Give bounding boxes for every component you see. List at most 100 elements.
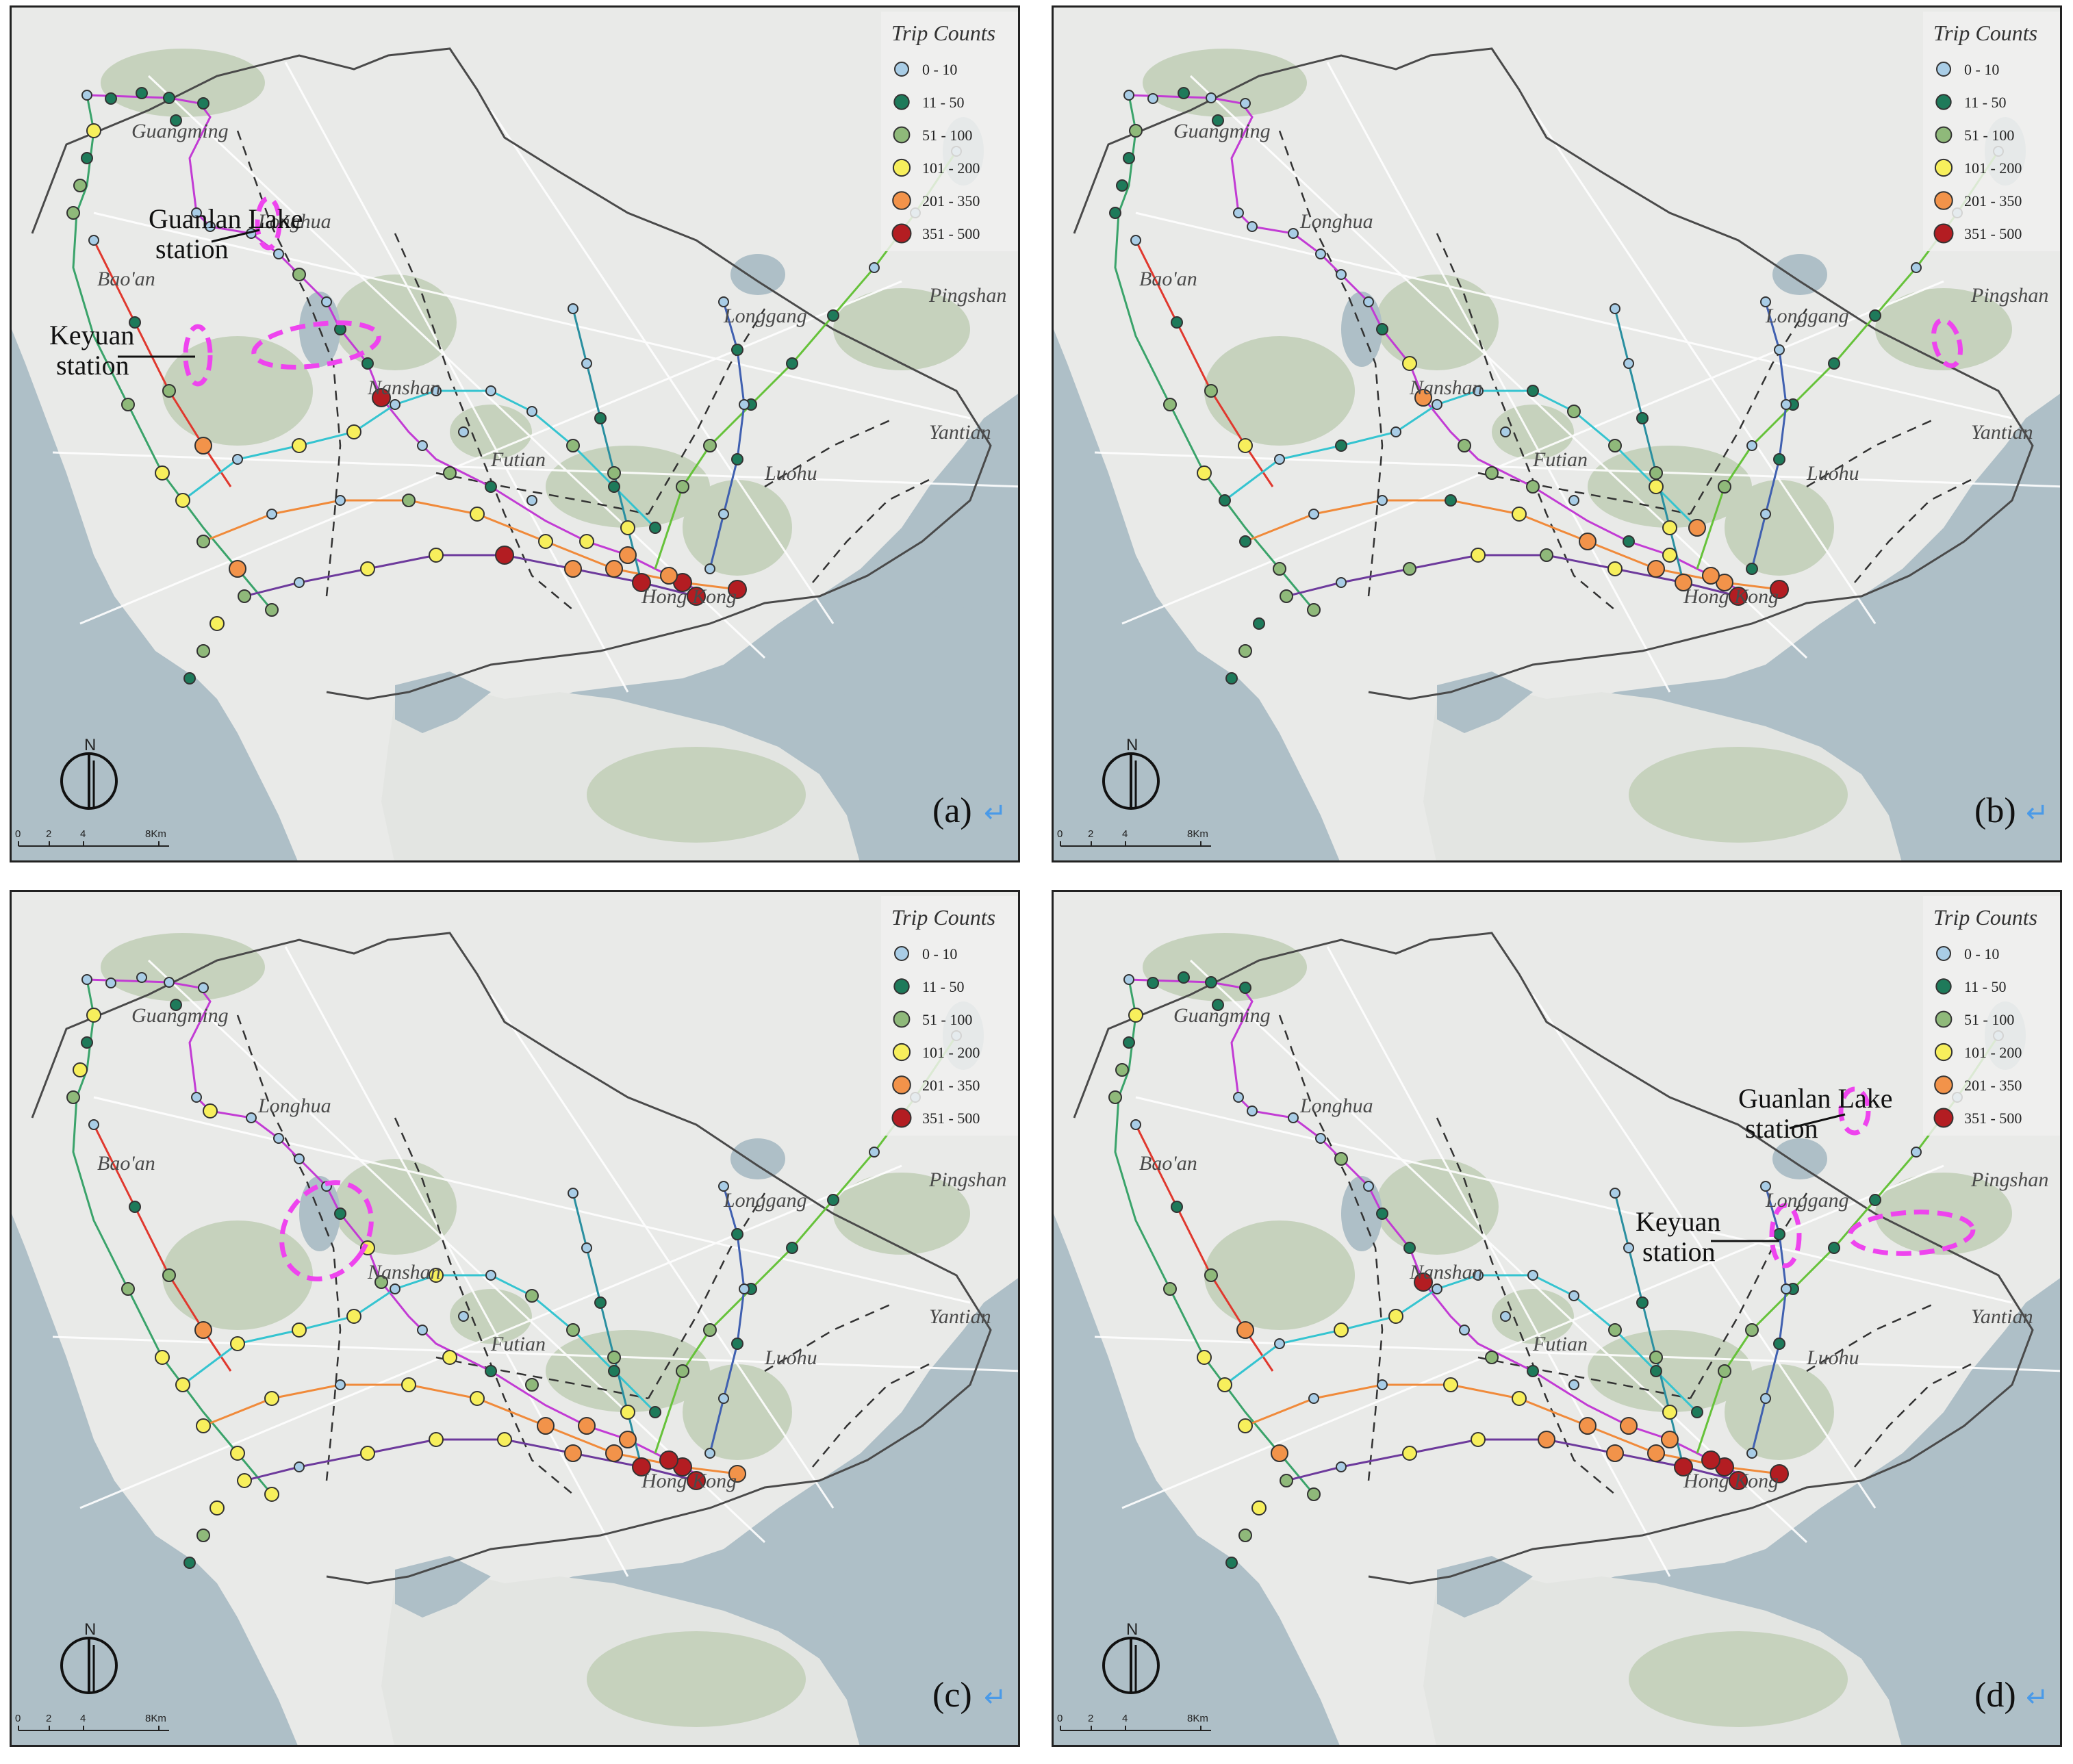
metro-station [1526,480,1540,494]
metro-station [1178,87,1190,99]
metro-station [292,268,306,281]
metro-station [632,1457,651,1477]
callout-leader-line [1789,1113,1846,1129]
bay-water [1437,672,1533,733]
metro-station [1217,1377,1232,1392]
metro-station [1271,1444,1288,1462]
district-label: Guangming [1173,1004,1271,1027]
metro-station [649,1406,661,1418]
metro-station [360,1446,375,1461]
green-area [162,1220,313,1330]
metro-station [1308,509,1319,520]
metro-station [443,466,457,480]
metro-station [605,1444,623,1462]
metro-station [1607,561,1623,576]
bay-water [1875,1481,2060,1745]
metro-station [1238,1418,1253,1433]
legend-label: 351 - 500 [1964,225,2022,242]
stations-layer [1109,87,2004,685]
metro-station [660,567,678,585]
map-svg: Guangming Longhua Bao'an Longgang Pingsh… [12,892,1018,1745]
legend-items: 0 - 10 11 - 50 51 - 100 101 - 200 201 - 350 3… [891,945,980,1128]
metro-station [495,546,514,565]
metro-station [1204,384,1218,398]
green-area [1143,49,1307,117]
district-boundaries [1278,130,1972,611]
metro-station [1129,124,1143,138]
metro-station [429,1268,444,1283]
metro-station [1239,535,1251,548]
metro-station [1219,494,1231,507]
metro-station [1623,358,1634,369]
metro-station [1608,439,1622,452]
metro-station [1746,1448,1757,1459]
metro-station [266,509,277,520]
legend-swatch [892,158,911,177]
map-panel-a: Guangming Longhua Bao'an Longgang Pingsh… [10,5,1020,862]
metro-station [401,1377,416,1392]
district-boundaries [236,1014,930,1495]
metro-station [1123,152,1135,164]
metro-station [1130,235,1141,246]
map-svg: Guangming Longhua Bao'an Longgang Pingsh… [1054,8,2060,860]
metro-station [294,577,305,588]
legend-label: 51 - 100 [922,127,972,144]
metro-station [1623,535,1635,548]
callout-station-name: Guanlan Lake [149,203,303,234]
metro-station [1471,1432,1486,1447]
metro-station [566,1323,580,1337]
metro-station [581,1242,592,1253]
scale-tick-label: 4 [80,828,86,840]
line-purple [1286,1438,1739,1482]
metro-station [718,509,729,520]
legend-swatch [891,1108,912,1128]
metro-station [1568,1379,1579,1390]
metro-station [1781,1283,1792,1294]
metro-station [526,406,537,417]
legend-swatch [1934,1043,1953,1062]
north-arrow: N [60,1620,118,1694]
metro-station [786,357,798,370]
green-area [101,933,265,1001]
district-label: Bao'an [1139,268,1197,290]
metro-station [1691,1406,1703,1418]
metro-station [194,437,212,455]
metro-station [335,495,346,506]
metro-station [81,152,93,164]
metro-station [485,385,496,396]
legend-label: 11 - 50 [922,978,965,995]
scale-tick-label: 0 [1057,828,1063,840]
metro-station [1773,1228,1785,1240]
district-label: Longhua [257,210,331,233]
metro-station [1280,1474,1293,1487]
metro-station [619,546,637,564]
metro-station [155,465,170,481]
metro-station [361,357,374,370]
callout-station-name: Keyuan [49,320,134,350]
green-area [1629,747,1848,843]
metro-station [264,1487,279,1502]
metro-station [360,561,375,576]
bay-water [395,672,491,733]
metro-station [1253,617,1265,630]
line-west [1114,94,1315,611]
metro-station [105,977,116,988]
panel-label: (d) [1974,1676,2016,1715]
city-boundary [31,932,992,1585]
metro-station [230,1446,245,1461]
metro-station [1770,580,1789,599]
metro-station [1610,303,1620,314]
district-label: Nanshan [1409,1261,1483,1283]
panel-label-group: (c) ↵ [932,1676,1007,1715]
legend-swatch [894,946,909,961]
metro-station [703,1323,717,1337]
metro-station [66,206,80,220]
metro-station [196,1418,211,1433]
metro-station [335,1379,346,1390]
metro-station [739,399,750,410]
metro-station [292,438,307,453]
district-label: Luohu [1806,1346,1859,1369]
metro-station [1774,344,1785,355]
metro-station [390,1283,400,1294]
metro-station [1334,1152,1348,1166]
